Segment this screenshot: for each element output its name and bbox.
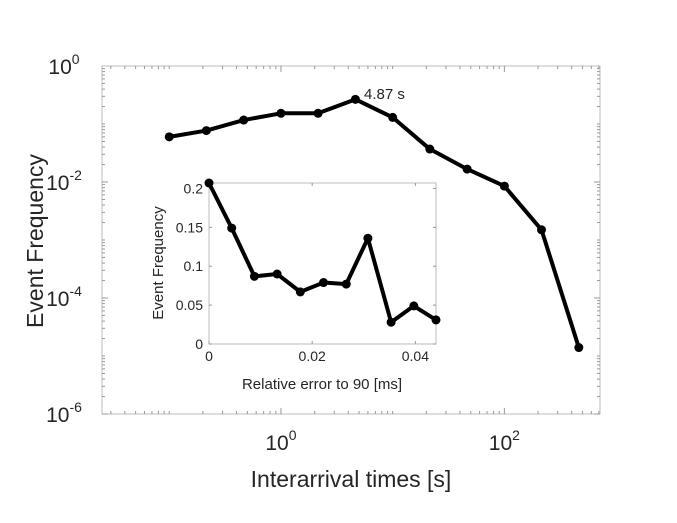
tick-exponent: -2 [69, 167, 82, 183]
inset-x-tick-label: 0.02 [299, 348, 326, 364]
tick-base: 10 [46, 172, 69, 195]
inset-axes: 0 0.02 0.04 0 0.05 0.1 0.15 0.2 [176, 178, 441, 364]
inset-data-point [341, 279, 351, 289]
inset-y-tick-label: 0.05 [176, 297, 203, 313]
main-data-point [239, 115, 249, 125]
main-x-axis-label: Interarrival times [s] [251, 466, 452, 492]
main-y-tick-label: 10-4 [46, 283, 82, 311]
inset-x-tick-label: 0.04 [402, 348, 429, 364]
main-y-tick-label: 100 [48, 51, 79, 79]
tick-base: 10 [489, 432, 512, 455]
inset-x-axis-label: Relative error to 90 [ms] [242, 376, 402, 393]
inset-data-point [319, 278, 329, 288]
inset-data-point [431, 315, 441, 325]
tick-base: 10 [46, 404, 69, 427]
tick-exponent: 0 [72, 51, 80, 67]
main-data-point [537, 225, 547, 235]
tick-base: 10 [48, 56, 71, 79]
inset-data-point [295, 287, 305, 297]
inset-x-tick-label: 0 [205, 348, 213, 364]
inset-axes-box [208, 182, 437, 345]
inset-data-point [227, 223, 237, 233]
main-data-point [313, 108, 323, 118]
inset-data-point [363, 233, 373, 243]
main-series-line [168, 97, 581, 349]
main-y-tick-label: 10-6 [46, 399, 82, 427]
main-data-point [201, 126, 211, 136]
main-data-point [462, 164, 472, 174]
tick-exponent: 2 [512, 427, 520, 443]
tick-exponent: 0 [289, 427, 297, 443]
main-x-tick-label: 100 [265, 427, 296, 455]
main-data-point [425, 144, 435, 154]
inset-y-tick-label: 0.15 [176, 219, 203, 235]
main-y-axis-label: Event Frequency [22, 154, 48, 328]
main-data-point [164, 132, 174, 142]
main-x-tick-label: 102 [489, 427, 520, 455]
inset-data-point [204, 178, 214, 188]
peak-annotation: 4.87 s [364, 86, 405, 103]
main-data-point [350, 94, 360, 104]
main-y-tick-label: 10-2 [46, 167, 82, 195]
main-data-point [574, 343, 584, 353]
tick-base: 10 [46, 288, 69, 311]
inset-y-tick-label: 0.1 [184, 258, 204, 274]
main-data-point [499, 181, 509, 191]
inset-y-tick-label: 0 [195, 336, 203, 352]
main-data-point [276, 108, 286, 118]
main-data-point [388, 112, 398, 122]
tick-base: 10 [265, 432, 288, 455]
tick-exponent: -6 [69, 399, 82, 415]
inset-data-point [272, 269, 282, 279]
inset-data-point [249, 271, 259, 281]
inset-y-tick-label: 0.2 [184, 180, 204, 196]
tick-exponent: -4 [69, 283, 82, 299]
inset-data-point [386, 317, 396, 327]
inset-y-axis-label: Event Frequency [150, 206, 167, 320]
inset-data-point [409, 301, 419, 311]
